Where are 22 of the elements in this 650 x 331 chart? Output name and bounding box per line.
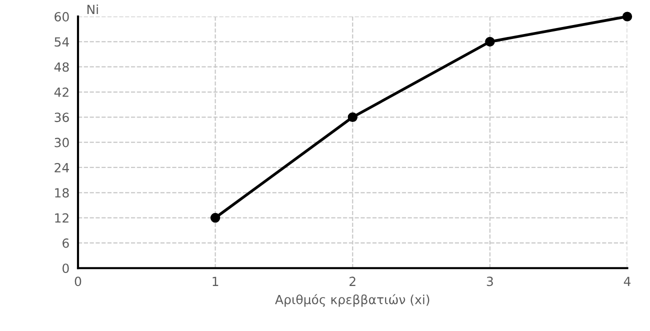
x-tick-label: 4 bbox=[624, 276, 631, 286]
y-tick-label: 30 bbox=[54, 138, 69, 148]
x-tick-label: 0 bbox=[74, 276, 82, 286]
y-tick-label: 60 bbox=[54, 12, 69, 22]
x-axis-title: Αριθμός κρεββατιών (xi) bbox=[275, 294, 430, 307]
y-tick-label: 18 bbox=[55, 188, 69, 198]
point bbox=[348, 112, 358, 122]
y-axis-title: Ni bbox=[87, 4, 98, 14]
y-tick-label: 0 bbox=[62, 264, 69, 274]
x-tick-label: 3 bbox=[486, 276, 493, 286]
y-tick-label: 42 bbox=[54, 87, 68, 97]
y-tick-label: 48 bbox=[54, 62, 69, 72]
point bbox=[622, 12, 632, 22]
y-tick-label: 36 bbox=[54, 112, 69, 122]
x-tick-label: 2 bbox=[350, 276, 356, 286]
y-tick-label: 54 bbox=[54, 37, 69, 47]
y-tick-label: 24 bbox=[54, 162, 69, 172]
y-tick-label: 6 bbox=[62, 238, 69, 248]
x-tick-label: 1 bbox=[212, 276, 218, 286]
y-tick-label: 12 bbox=[55, 213, 68, 223]
point bbox=[210, 212, 220, 223]
point bbox=[485, 36, 495, 47]
